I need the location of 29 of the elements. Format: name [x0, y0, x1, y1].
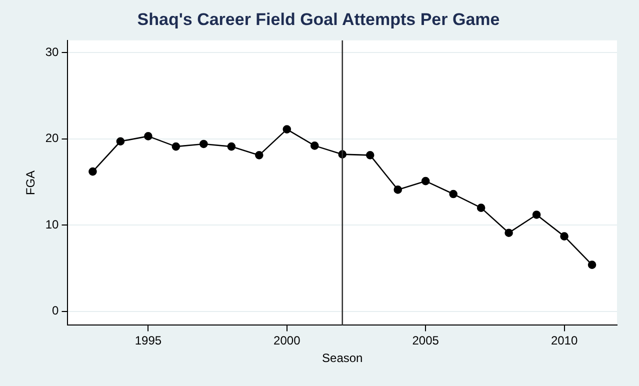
y-tick-label: 20 — [45, 131, 60, 146]
x-tick-label: 1995 — [134, 334, 162, 348]
y-tick-label: 0 — [52, 304, 60, 318]
point — [200, 140, 208, 148]
point — [504, 228, 513, 238]
point — [532, 210, 541, 219]
point — [88, 167, 97, 176]
point — [394, 186, 402, 194]
y-tick-label: 30 — [45, 44, 60, 59]
point — [116, 137, 125, 146]
point — [560, 232, 568, 240]
point — [588, 260, 596, 269]
point — [476, 204, 486, 212]
point — [144, 132, 152, 140]
point — [227, 142, 236, 151]
x-tick-label: 2010 — [550, 334, 578, 348]
point — [421, 176, 430, 186]
point — [172, 142, 180, 151]
y-axis-title: FGA — [24, 170, 38, 196]
point — [255, 151, 264, 160]
point — [310, 142, 319, 150]
chart-title: Shaq's Career Field Goal Attempts Per Game — [137, 10, 500, 29]
point — [449, 190, 458, 198]
x-tick-label: 2000 — [274, 334, 301, 348]
point — [366, 151, 374, 160]
y-tick-label: 10 — [45, 217, 60, 232]
x-axis-title: Season — [322, 351, 363, 366]
x-tick-label: 2005 — [412, 334, 440, 348]
point — [282, 125, 292, 134]
